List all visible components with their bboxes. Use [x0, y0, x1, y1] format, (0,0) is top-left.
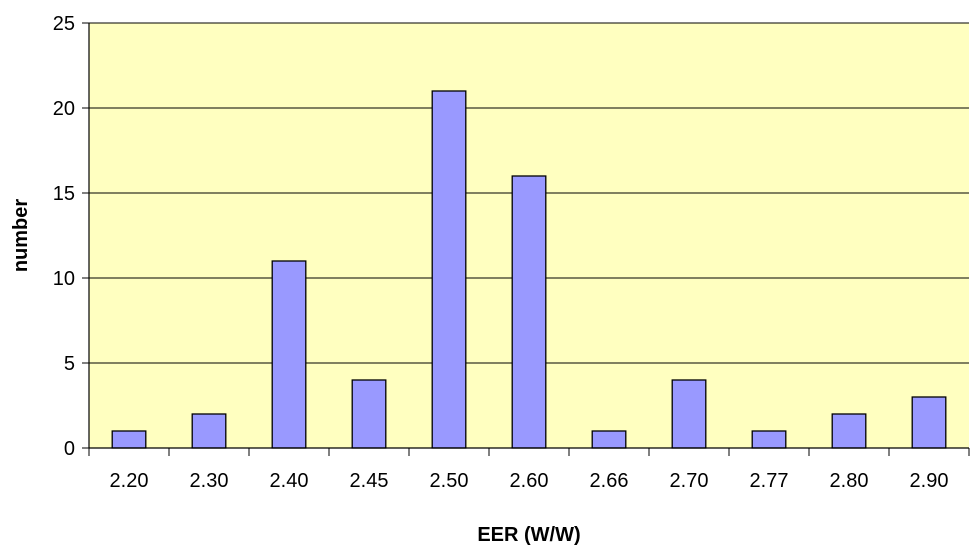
x-tick-label: 2.90 — [910, 470, 949, 492]
y-tick-label: 0 — [64, 438, 75, 460]
bar — [831, 413, 867, 449]
bars — [111, 90, 947, 449]
bar — [431, 90, 467, 449]
x-tick-label: 2.80 — [830, 470, 869, 492]
y-tick-label: 25 — [53, 13, 75, 35]
x-tick-label: 2.70 — [670, 470, 709, 492]
bar — [511, 175, 547, 449]
x-tick-label: 2.45 — [350, 470, 389, 492]
x-tick-label: 2.77 — [750, 470, 789, 492]
y-tick-label: 15 — [53, 183, 75, 205]
x-tick-label: 2.50 — [430, 470, 469, 492]
axes — [82, 22, 970, 456]
bar — [191, 413, 227, 449]
y-tick-label: 20 — [53, 98, 75, 120]
bar — [271, 260, 307, 449]
bar — [351, 379, 387, 449]
y-tick-labels: 0 5 10 15 20 25 — [53, 13, 75, 460]
x-axis-title: EER (W/W) — [477, 524, 580, 546]
x-tick-labels: 2.20 2.30 2.40 2.45 2.50 2.60 2.66 2.70 2.77 2.80… — [110, 470, 949, 492]
bar — [671, 379, 707, 449]
bar — [111, 430, 147, 449]
x-tick-label: 2.66 — [590, 470, 629, 492]
x-tick-label: 2.60 — [510, 470, 549, 492]
x-tick-label: 2.20 — [110, 470, 149, 492]
bar — [591, 430, 627, 449]
bar — [911, 396, 947, 449]
x-tick-label: 2.40 — [270, 470, 309, 492]
bar — [751, 430, 787, 449]
x-tick-label: 2.30 — [190, 470, 229, 492]
y-tick-label: 10 — [53, 268, 75, 290]
y-tick-label: 5 — [64, 353, 75, 375]
y-axis-title: number — [10, 199, 32, 273]
